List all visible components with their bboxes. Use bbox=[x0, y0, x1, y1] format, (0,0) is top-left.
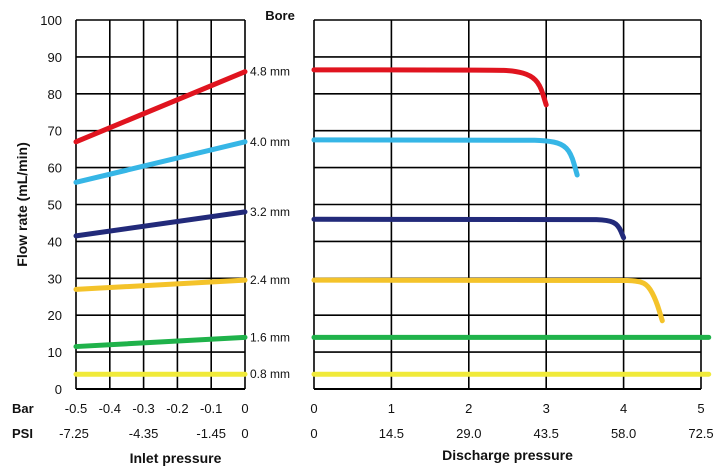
discharge-axis-title: Discharge pressure bbox=[442, 447, 573, 463]
inlet-series-48mm bbox=[73, 69, 248, 145]
bore-label: 4.0 mm bbox=[250, 135, 290, 149]
discharge-bar-tick-label: 4 bbox=[620, 401, 627, 416]
discharge-psi-tick-label: 43.5 bbox=[534, 426, 559, 441]
series-layer bbox=[73, 67, 712, 377]
inlet-psi-tick-label: -4.35 bbox=[129, 426, 159, 441]
bore-label: 4.8 mm bbox=[250, 65, 290, 79]
discharge-series-40mm bbox=[311, 137, 580, 178]
discharge-bar-tick-label: 3 bbox=[543, 401, 550, 416]
discharge-psi-tick-label: 0 bbox=[310, 426, 317, 441]
inlet-series-24mm bbox=[73, 277, 248, 292]
discharge-series-32mm bbox=[311, 216, 627, 241]
discharge-bar-tick-label: 5 bbox=[697, 401, 704, 416]
inlet-series-16mm bbox=[73, 334, 248, 350]
y-tick-label: 10 bbox=[48, 345, 62, 360]
discharge-bar-tick-label: 0 bbox=[310, 401, 317, 416]
y-tick-label: 90 bbox=[48, 50, 62, 65]
y-tick-label: 70 bbox=[48, 124, 62, 139]
discharge-bar-tick-label: 2 bbox=[465, 401, 472, 416]
discharge-bar-tick-label: 1 bbox=[388, 401, 395, 416]
inlet-bar-tick-label: -0.2 bbox=[166, 401, 188, 416]
y-tick-label: 100 bbox=[40, 13, 62, 28]
y-axis-title: Flow rate (mL/min) bbox=[14, 142, 30, 266]
psi-row-label: PSI bbox=[12, 426, 33, 441]
discharge-psi-tick-label: 29.0 bbox=[456, 426, 481, 441]
grid bbox=[75, 19, 702, 390]
inlet-bar-tick-label: -0.3 bbox=[132, 401, 154, 416]
inlet-series-32mm bbox=[73, 209, 248, 239]
bore-label: 3.2 mm bbox=[250, 205, 290, 219]
bore-header: Bore bbox=[265, 8, 295, 23]
bore-label: 1.6 mm bbox=[250, 330, 290, 344]
inlet-bar-tick-label: -0.5 bbox=[65, 401, 87, 416]
y-tick-label: 30 bbox=[48, 271, 62, 286]
inlet-bar-tick-label: -0.4 bbox=[99, 401, 121, 416]
y-tick-label: 50 bbox=[48, 198, 62, 213]
discharge-psi-tick-label: 58.0 bbox=[611, 426, 636, 441]
discharge-psi-tick-label: 14.5 bbox=[379, 426, 404, 441]
y-tick-label: 80 bbox=[48, 87, 62, 102]
inlet-axis-title: Inlet pressure bbox=[130, 450, 222, 466]
y-tick-label: 60 bbox=[48, 161, 62, 176]
inlet-psi-tick-label: -7.25 bbox=[59, 426, 89, 441]
y-tick-label: 20 bbox=[48, 308, 62, 323]
inlet-psi-tick-label: -1.45 bbox=[196, 426, 226, 441]
y-tick-label: 40 bbox=[48, 234, 62, 249]
bore-label: 2.4 mm bbox=[250, 273, 290, 287]
bar-row-label: Bar bbox=[12, 401, 34, 416]
bore-label: 0.8 mm bbox=[250, 367, 290, 381]
inlet-series-40mm bbox=[73, 139, 248, 185]
inlet-bar-tick-label: -0.1 bbox=[200, 401, 222, 416]
inlet-psi-tick-label: 0 bbox=[241, 426, 248, 441]
y-tick-label: 0 bbox=[55, 382, 62, 397]
discharge-series-48mm bbox=[311, 67, 549, 108]
discharge-psi-tick-label: 72.5 bbox=[688, 426, 713, 441]
inlet-bar-tick-label: 0 bbox=[241, 401, 248, 416]
discharge-series-24mm bbox=[311, 277, 665, 324]
